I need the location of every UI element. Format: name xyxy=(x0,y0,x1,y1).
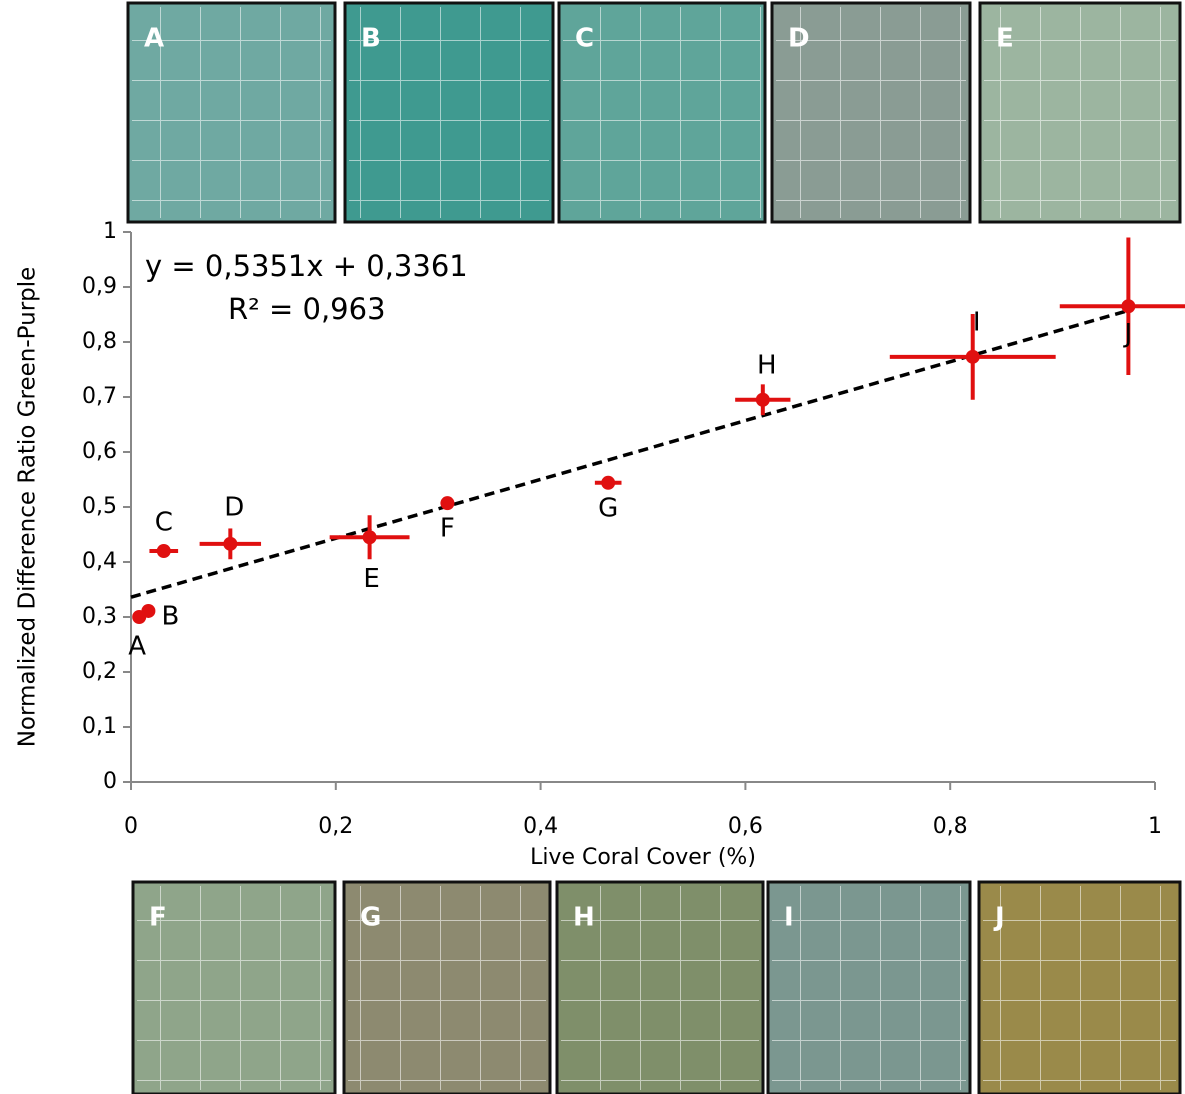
photo-grid xyxy=(776,7,966,218)
photo-label: H xyxy=(573,903,595,933)
y-tick-label: 0,3 xyxy=(82,604,117,629)
y-tick-label: 0,8 xyxy=(82,329,117,354)
photo-label: J xyxy=(993,903,1005,933)
point-label: A xyxy=(128,632,146,662)
point-label: F xyxy=(440,514,455,544)
x-axis-title: Live Coral Cover (%) xyxy=(530,845,756,870)
trend-r2: R² = 0,963 xyxy=(228,292,386,326)
y-tick-label: 0,5 xyxy=(82,494,117,519)
y-tick-label: 1 xyxy=(103,219,117,244)
photo-label: B xyxy=(361,24,381,54)
photo-grid xyxy=(984,7,1176,218)
y-tick-label: 0,2 xyxy=(82,659,117,684)
x-tick-label: 0,2 xyxy=(318,814,353,839)
x-tick-label: 0 xyxy=(124,814,138,839)
point-label: J xyxy=(1123,319,1133,349)
point xyxy=(755,392,770,407)
photo-label: C xyxy=(575,24,594,54)
photo-label: G xyxy=(360,903,381,933)
y-axis-title: Normalized Difference Ratio Green-Purple xyxy=(15,267,41,748)
photo-label: I xyxy=(784,903,794,933)
point-label: C xyxy=(155,508,173,538)
y-tick-label: 0 xyxy=(103,769,117,794)
y-tick-label: 0,4 xyxy=(82,549,117,574)
point xyxy=(965,349,980,364)
x-tick-label: 0,4 xyxy=(523,814,558,839)
x-tick-label: 1 xyxy=(1148,814,1162,839)
photo-label: A xyxy=(144,24,164,54)
photo-grid xyxy=(772,886,966,1090)
point xyxy=(440,496,455,511)
point xyxy=(601,475,616,490)
point xyxy=(156,544,171,558)
point-label: D xyxy=(224,492,244,522)
photo-grid xyxy=(137,886,331,1090)
x-tick-label: 0,8 xyxy=(933,814,968,839)
photo-grid xyxy=(348,886,546,1090)
y-tick-label: 0,1 xyxy=(82,714,117,739)
y-tick-label: 0,6 xyxy=(82,439,117,464)
point-label: H xyxy=(757,350,777,380)
x-tick-label: 0,6 xyxy=(728,814,763,839)
point xyxy=(141,603,156,618)
photo-grid xyxy=(563,7,761,218)
photo-grid xyxy=(983,886,1176,1090)
point xyxy=(362,530,377,545)
y-tick-label: 0,9 xyxy=(82,274,117,299)
photo-label: E xyxy=(996,24,1014,54)
photo-grid xyxy=(132,7,331,218)
point-label: G xyxy=(598,493,618,523)
photo-label: D xyxy=(788,24,810,54)
y-tick-label: 0,7 xyxy=(82,384,117,409)
point-label: I xyxy=(973,307,981,337)
point-label: B xyxy=(161,601,179,631)
point xyxy=(223,536,238,551)
photo-grid xyxy=(561,886,759,1090)
photo-label: F xyxy=(149,903,167,933)
trend-equation: y = 0,5351x + 0,3361 xyxy=(145,249,468,283)
point xyxy=(1121,299,1136,314)
point-label: E xyxy=(363,564,379,594)
photo-grid xyxy=(349,7,549,218)
